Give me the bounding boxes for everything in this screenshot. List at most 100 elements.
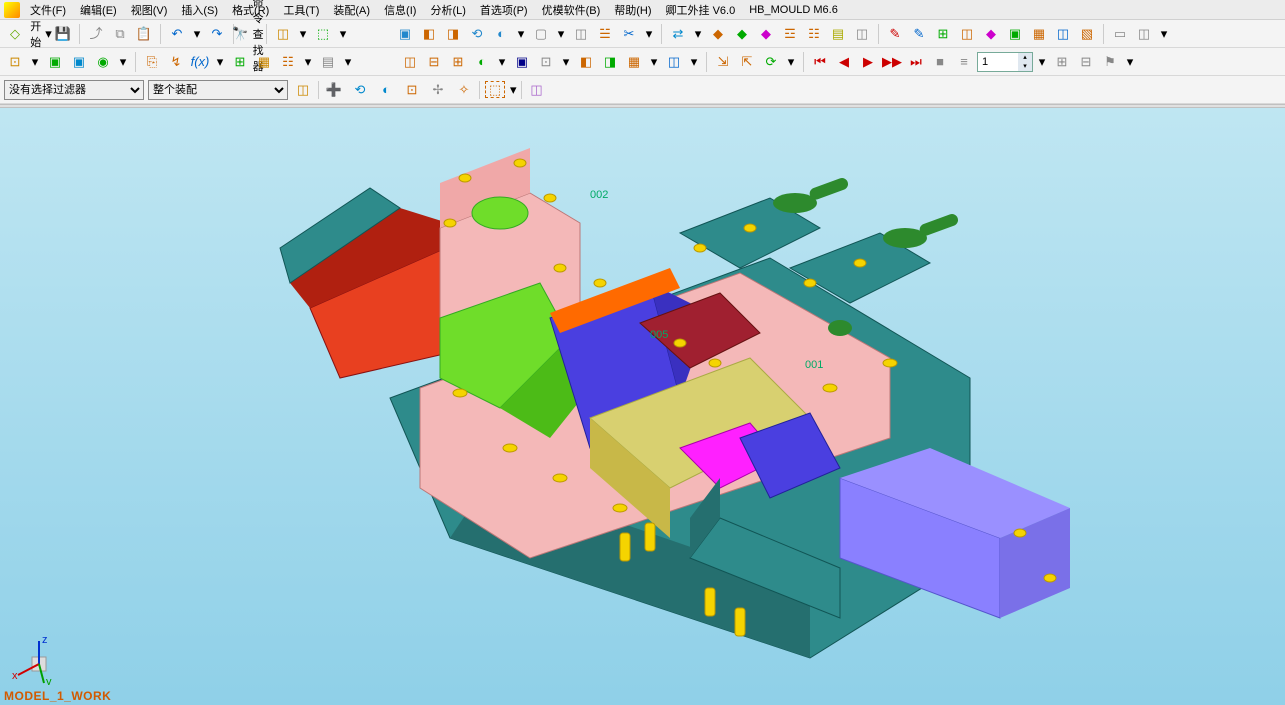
play-stop2-button[interactable]: ■ xyxy=(929,51,951,73)
graphics-viewport[interactable]: 002 005 001 z x y MODEL_1_WORK xyxy=(0,108,1285,705)
tb1-c3-1[interactable]: ⇄ xyxy=(667,23,689,45)
tb1-c3-6[interactable]: ☷ xyxy=(803,23,825,45)
frame-dd[interactable]: ▾ xyxy=(1035,51,1049,73)
copy-button[interactable]: ⧉ xyxy=(109,23,131,45)
tb1-dd-b[interactable]: ▾ xyxy=(336,23,350,45)
frame-spinbox[interactable]: ▴▾ xyxy=(977,52,1033,72)
flag-dd[interactable]: ▾ xyxy=(1123,51,1137,73)
tb2-b2[interactable]: ↯ xyxy=(165,51,187,73)
tb1-c4-3[interactable]: ⊞ xyxy=(932,23,954,45)
tb2-b5[interactable]: ☷ xyxy=(277,51,299,73)
fb-2[interactable]: ➕ xyxy=(323,79,345,101)
play-next-button[interactable]: ▶▶ xyxy=(881,51,903,73)
tb2-b3[interactable]: ⊞ xyxy=(229,51,251,73)
view-layer-button[interactable]: ☱ xyxy=(594,23,616,45)
view-pan-button[interactable]: ◧ xyxy=(418,23,440,45)
view-zoom-button[interactable]: ◨ xyxy=(442,23,464,45)
tb1-c3-3[interactable]: ◆ xyxy=(731,23,753,45)
tb2-c4[interactable]: ◐ xyxy=(471,51,493,73)
start-button[interactable]: 开始▾ xyxy=(28,23,50,45)
cut-button[interactable]: ⤴ xyxy=(85,23,107,45)
menu-plugin3[interactable]: HB_MOULD M6.6 xyxy=(745,4,842,16)
tb2-c9d[interactable]: ▾ xyxy=(647,51,661,73)
fb-1[interactable]: ◫ xyxy=(292,79,314,101)
fb-4[interactable]: ◐ xyxy=(375,79,397,101)
tb2-c4d[interactable]: ▾ xyxy=(495,51,509,73)
view-wire-button[interactable]: ▢ xyxy=(530,23,552,45)
tb1-c4-2[interactable]: ✎ xyxy=(908,23,930,45)
flag-button[interactable]: ⚑ xyxy=(1099,51,1121,73)
tb2-b6[interactable]: ▤ xyxy=(317,51,339,73)
tb1-btn-b[interactable]: ⬚ xyxy=(312,23,334,45)
tb2-a1[interactable]: ⊡ xyxy=(4,51,26,73)
tb2-a3[interactable]: ▣ xyxy=(68,51,90,73)
tb1-dd-a[interactable]: ▾ xyxy=(296,23,310,45)
view-clip-button[interactable]: ✂ xyxy=(618,23,640,45)
tb1-c3-5[interactable]: ☲ xyxy=(779,23,801,45)
tb2-c1[interactable]: ◫ xyxy=(399,51,421,73)
tb1-c3-4[interactable]: ◆ xyxy=(755,23,777,45)
menu-edit[interactable]: 编辑(E) xyxy=(76,2,121,18)
menu-plugin2[interactable]: 卿工外挂 V6.0 xyxy=(662,2,740,18)
menu-analyze[interactable]: 分析(L) xyxy=(426,2,469,18)
tb2-c10[interactable]: ◫ xyxy=(663,51,685,73)
tb1-c4-4[interactable]: ◫ xyxy=(956,23,978,45)
menu-tools[interactable]: 工具(T) xyxy=(279,2,323,18)
fb-3[interactable]: ⟲ xyxy=(349,79,371,101)
fb-5[interactable]: ⊡ xyxy=(401,79,423,101)
menu-plugin1[interactable]: 优模软件(B) xyxy=(538,2,605,18)
selection-filter-select[interactable]: 没有选择过滤器 xyxy=(4,80,144,100)
tb2-fx[interactable]: f(x) xyxy=(189,51,211,73)
tb2-d2[interactable]: ⇱ xyxy=(736,51,758,73)
tb1-c5-1[interactable]: ▭ xyxy=(1109,23,1131,45)
tb1-btn-a[interactable]: ◫ xyxy=(272,23,294,45)
tb1-c5-2d[interactable]: ▾ xyxy=(1157,23,1171,45)
fb-8d[interactable]: ▾ xyxy=(510,83,517,97)
fb-9[interactable]: ◫ xyxy=(526,79,548,101)
tb1-c4-7[interactable]: ▦ xyxy=(1028,23,1050,45)
tb2-c9[interactable]: ▦ xyxy=(623,51,645,73)
play-prev-button[interactable]: ◀ xyxy=(833,51,855,73)
view-shade-dd[interactable]: ▾ xyxy=(514,23,528,45)
tb2-c7[interactable]: ◧ xyxy=(575,51,597,73)
menu-assembly[interactable]: 装配(A) xyxy=(329,2,374,18)
tb2-c2[interactable]: ⊟ xyxy=(423,51,445,73)
tb1-c3-1d[interactable]: ▾ xyxy=(691,23,705,45)
menu-file[interactable]: 文件(F) xyxy=(26,2,70,18)
tb2-e1[interactable]: ⊞ xyxy=(1051,51,1073,73)
tb1-c4-8[interactable]: ◫ xyxy=(1052,23,1074,45)
view-fit-button[interactable]: ▣ xyxy=(394,23,416,45)
frame-input[interactable] xyxy=(978,56,1018,68)
tb1-c4-6[interactable]: ▣ xyxy=(1004,23,1026,45)
view-rotate-button[interactable]: ⟲ xyxy=(466,23,488,45)
tb2-b6d[interactable]: ▾ xyxy=(341,51,355,73)
tb1-c3-8[interactable]: ◫ xyxy=(851,23,873,45)
view-clip-dd[interactable]: ▾ xyxy=(642,23,656,45)
redo-button[interactable]: ↷ xyxy=(206,23,228,45)
selection-scope-select[interactable]: 整个装配 xyxy=(148,80,288,100)
play-pause-button[interactable]: ≡ xyxy=(953,51,975,73)
tb2-fxd[interactable]: ▾ xyxy=(213,51,227,73)
undo-dropdown[interactable]: ▾ xyxy=(190,23,204,45)
save-button[interactable]: 💾 xyxy=(52,23,74,45)
tb2-c10d[interactable]: ▾ xyxy=(687,51,701,73)
view-section-button[interactable]: ◫ xyxy=(570,23,592,45)
tb1-c4-9[interactable]: ▧ xyxy=(1076,23,1098,45)
undo-button[interactable]: ↶ xyxy=(166,23,188,45)
tb2-a1d[interactable]: ▾ xyxy=(28,51,42,73)
tb1-c4-5[interactable]: ◆ xyxy=(980,23,1002,45)
spin-arrows[interactable]: ▴▾ xyxy=(1018,53,1032,71)
paste-button[interactable]: 📋 xyxy=(133,23,155,45)
tb1-c3-7[interactable]: ▤ xyxy=(827,23,849,45)
menu-prefs[interactable]: 首选项(P) xyxy=(476,2,532,18)
tb2-d3[interactable]: ⟳ xyxy=(760,51,782,73)
tb2-a4[interactable]: ◉ xyxy=(92,51,114,73)
fb-7[interactable]: ✧ xyxy=(453,79,475,101)
command-finder-button[interactable]: 🔭命令查找器 xyxy=(239,23,261,45)
play-last-button[interactable]: ⏭ xyxy=(905,51,927,73)
tb2-b4[interactable]: ▦ xyxy=(253,51,275,73)
play-first-button[interactable]: ⏮ xyxy=(809,51,831,73)
menu-help[interactable]: 帮助(H) xyxy=(610,2,655,18)
menu-insert[interactable]: 插入(S) xyxy=(177,2,222,18)
tb2-c3[interactable]: ⊞ xyxy=(447,51,469,73)
